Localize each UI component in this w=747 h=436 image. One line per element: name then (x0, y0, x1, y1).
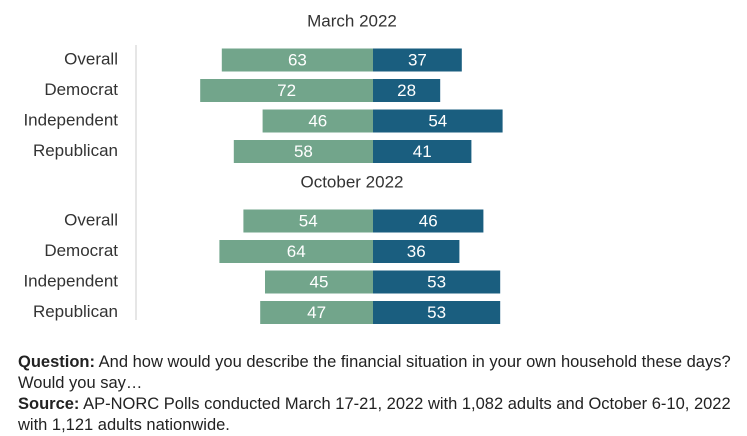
data-label-right: 37 (408, 50, 427, 69)
bar-left (200, 79, 373, 102)
bar-right (373, 140, 472, 163)
category-label: Republican (33, 302, 118, 321)
category-label: Democrat (44, 241, 118, 260)
data-label-left: 46 (308, 111, 327, 130)
category-label: Independent (23, 271, 118, 290)
category-label: Overall (64, 49, 118, 68)
data-label-left: 72 (277, 81, 296, 100)
diverging-bar-chart: March 2022 Overall 63 37 Democrat 72 28 Indepen… (23, 11, 503, 324)
data-label-left: 58 (294, 142, 313, 161)
data-label-left: 47 (307, 303, 326, 322)
bar-left (219, 240, 373, 263)
category-label: Democrat (44, 80, 118, 99)
data-label-right: 53 (427, 272, 446, 291)
bar-right (373, 109, 503, 133)
bar-left (233, 140, 373, 163)
data-label-left: 45 (310, 272, 329, 291)
category-label: Independent (23, 110, 118, 129)
bar-left (243, 209, 373, 233)
data-label-right: 53 (427, 303, 446, 322)
bar-left (221, 48, 373, 72)
category-label: Overall (64, 210, 118, 229)
data-label-right: 41 (413, 142, 432, 161)
data-label-right: 36 (407, 242, 426, 261)
bar-right (373, 209, 484, 233)
source-label: Source: (18, 395, 80, 413)
question-label: Question: (18, 353, 95, 371)
bar-right (373, 301, 501, 324)
question-text: And how would you describe the financial… (18, 353, 731, 392)
data-label-left: 54 (299, 211, 318, 230)
data-label-right: 28 (397, 81, 416, 100)
bar-left (262, 109, 373, 133)
bar-right (373, 240, 460, 263)
question-note: Question: And how would you describe the… (18, 352, 733, 394)
panel-title: March 2022 (307, 11, 397, 30)
data-label-right: 54 (428, 111, 447, 130)
chart-notes: Question: And how would you describe the… (18, 352, 733, 436)
bar-left (265, 270, 373, 294)
source-note: Source: AP-NORC Polls conducted March 17… (18, 394, 733, 436)
data-label-left: 63 (288, 50, 307, 69)
bar-right (373, 79, 441, 102)
panel-title: October 2022 (300, 172, 403, 191)
bar-left (260, 301, 373, 324)
data-label-right: 46 (419, 211, 438, 230)
bar-right (373, 270, 501, 294)
data-label-left: 64 (287, 242, 306, 261)
source-text: AP-NORC Polls conducted March 17-21, 202… (18, 395, 731, 434)
bar-right (373, 48, 462, 72)
category-label: Republican (33, 141, 118, 160)
